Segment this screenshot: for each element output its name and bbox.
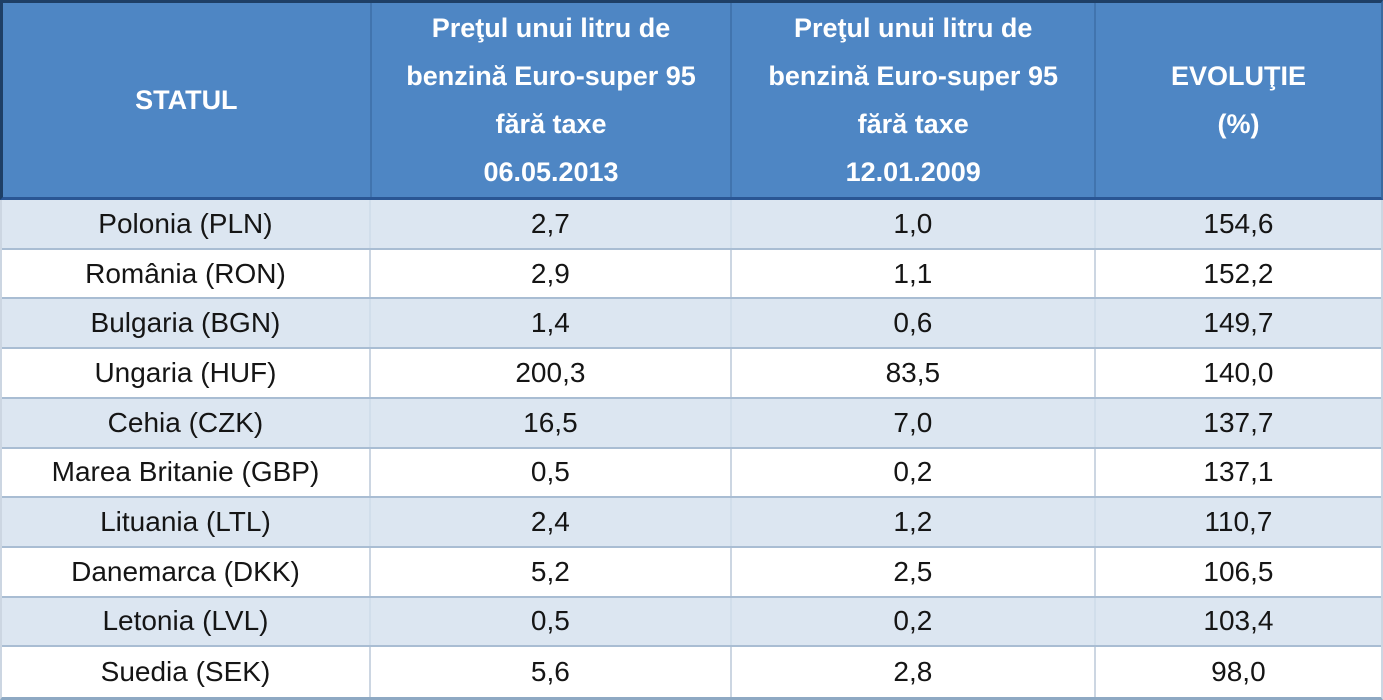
table-row: Polonia (PLN) 2,7 1,0 154,6: [2, 200, 1381, 250]
cell-price-2009: 7,0: [729, 398, 1094, 447]
header-line: 06.05.2013: [483, 157, 619, 187]
header-line: (%): [1217, 109, 1260, 139]
cell-country: Bulgaria (BGN): [90, 307, 281, 339]
cell-price-2013: 5,2: [368, 547, 730, 596]
header-cell-evolution: EVOLUŢIE (%): [1094, 3, 1381, 197]
cell-evolution: 140,0: [1093, 349, 1381, 397]
header-line: benzină Euro-super 95: [768, 61, 1058, 91]
table-row: Ungaria (HUF) 200,3 83,5 140,0: [2, 349, 1381, 399]
cell-evolution: 110,7: [1093, 498, 1381, 546]
cell-price-2009: 0,2: [729, 597, 1094, 646]
cell-country: Suedia (SEK): [100, 656, 271, 688]
cell-country: Letonia (LVL): [102, 605, 269, 637]
cell-price-2009: 2,5: [729, 547, 1094, 596]
header-line: 12.01.2009: [845, 157, 981, 187]
header-line: Preţul unui litru de: [431, 13, 671, 43]
cell-price-2013: 5,6: [368, 647, 730, 697]
table-row: Lituania (LTL) 2,4 1,2 110,7: [2, 498, 1381, 548]
header-line: fără taxe: [495, 109, 607, 139]
cell-price-2009: 0,2: [729, 448, 1094, 497]
cell-price-2009: 0,6: [729, 299, 1094, 348]
cell-country: Ungaria (HUF): [94, 356, 277, 388]
cell-country: Polonia (PLN): [98, 207, 273, 239]
header-cell-statul: STATUL: [3, 3, 370, 197]
table-row: Marea Britanie (GBP) 0,5 0,2 137,1: [2, 448, 1381, 499]
cell-price-2013: 16,5: [368, 398, 730, 447]
cell-price-2013: 200,3: [368, 349, 730, 397]
cell-country: Lituania (LTL): [100, 506, 271, 538]
table-body: Polonia (PLN) 2,7 1,0 154,6 România (RON…: [0, 200, 1383, 700]
header-line: fără taxe: [857, 109, 969, 139]
cell-price-2009: 2,8: [729, 647, 1094, 697]
header-cell-price-2009: Preţul unui litru de benzină Euro-super …: [730, 3, 1094, 197]
cell-price-2009: 1,2: [729, 498, 1094, 546]
cell-evolution: 106,5: [1093, 547, 1381, 596]
table-row: Cehia (CZK) 16,5 7,0 137,7: [2, 398, 1381, 449]
cell-price-2013: 2,4: [368, 498, 730, 546]
table-row: Letonia (LVL) 0,5 0,2 103,4: [2, 597, 1381, 648]
cell-price-2009: 1,1: [729, 249, 1094, 298]
cell-evolution: 137,7: [1093, 398, 1381, 447]
cell-price-2013: 0,5: [368, 448, 730, 497]
cell-country: Marea Britanie (GBP): [51, 456, 320, 488]
table-row: România (RON) 2,9 1,1 152,2: [2, 249, 1381, 300]
table-header-row: STATUL Preţul unui litru de benzină Euro…: [0, 0, 1383, 200]
table-row: Suedia (SEK) 5,6 2,8 98,0: [2, 647, 1381, 697]
header-line: Preţul unui litru de: [793, 13, 1033, 43]
cell-evolution: 154,6: [1093, 200, 1381, 248]
cell-evolution: 98,0: [1093, 647, 1381, 697]
cell-price-2009: 83,5: [729, 349, 1094, 397]
header-line: EVOLUŢIE: [1171, 61, 1307, 91]
cell-price-2013: 0,5: [368, 597, 730, 646]
cell-evolution: 152,2: [1093, 249, 1381, 298]
cell-price-2013: 1,4: [368, 299, 730, 348]
header-line: STATUL: [135, 85, 238, 115]
table-row: Bulgaria (BGN) 1,4 0,6 149,7: [2, 299, 1381, 350]
cell-evolution: 103,4: [1093, 597, 1381, 646]
cell-price-2009: 1,0: [729, 200, 1094, 248]
cell-country: Cehia (CZK): [107, 406, 264, 438]
cell-price-2013: 2,7: [368, 200, 730, 248]
cell-country: Danemarca (DKK): [71, 555, 300, 587]
cell-price-2013: 2,9: [368, 249, 730, 298]
header-line: benzină Euro-super 95: [406, 61, 696, 91]
cell-evolution: 137,1: [1093, 448, 1381, 497]
table-row: Danemarca (DKK) 5,2 2,5 106,5: [2, 547, 1381, 598]
header-cell-price-2013: Preţul unui litru de benzină Euro-super …: [369, 3, 731, 197]
cell-country: România (RON): [85, 257, 286, 289]
cell-evolution: 149,7: [1093, 299, 1381, 348]
